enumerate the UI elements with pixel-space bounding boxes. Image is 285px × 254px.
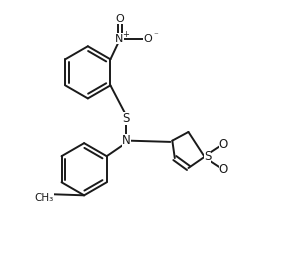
Text: N: N [115,34,123,44]
Text: O: O [143,34,152,44]
Text: +: + [122,30,129,39]
Text: N: N [122,134,131,147]
Text: S: S [204,150,211,163]
Text: O: O [219,138,228,151]
Text: O: O [219,163,228,176]
Text: O: O [116,14,125,24]
Text: ⁻: ⁻ [153,31,158,40]
Text: CH₃: CH₃ [35,193,54,203]
Text: S: S [123,112,130,125]
